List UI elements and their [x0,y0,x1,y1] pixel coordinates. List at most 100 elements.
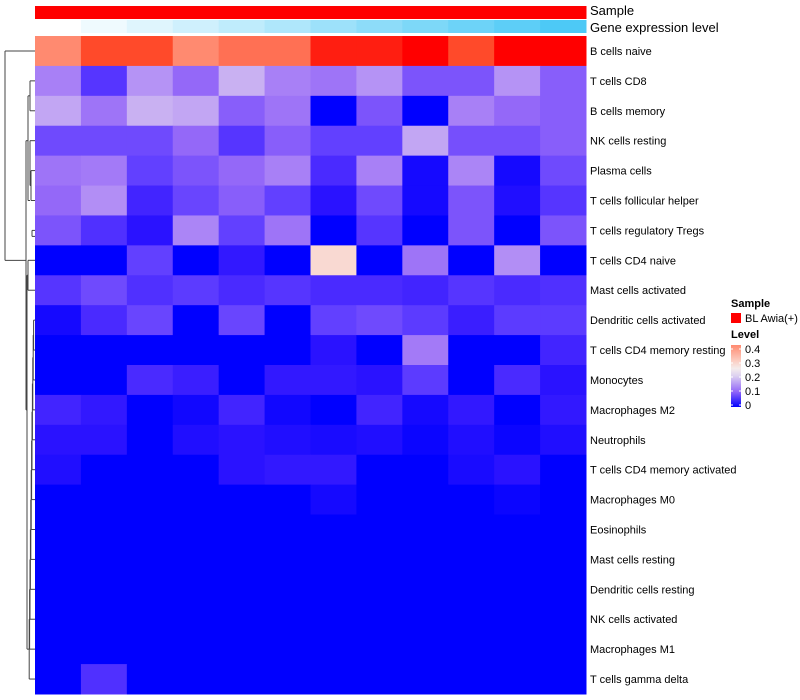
heatmap-cell [80,36,128,67]
heatmap-cell [494,125,541,157]
heatmap-cell [402,365,449,396]
heatmap-cell [218,155,266,187]
heatmap-cell [494,604,541,635]
heatmap-cell [356,95,403,127]
heatmap-cell [80,65,128,97]
heatmap-cell [402,36,449,67]
heatmap-cell [264,305,311,336]
row-label: Eosinophils [590,525,647,537]
heatmap-cell [402,544,449,575]
row-label: T cells CD4 naive [590,255,676,267]
heatmap-cell [356,305,403,336]
heatmap-cell [494,185,541,216]
heatmap-cell [448,36,495,67]
heatmap-cell [494,365,541,396]
heatmap-cell [310,335,357,366]
heatmap-cell [448,634,495,665]
sample-annotation-cell [540,6,587,19]
heatmap-cell [264,544,311,575]
heatmap-cell [264,454,311,486]
heatmap-cell [402,155,449,187]
heatmap-cell [80,454,128,486]
gene-expression-annotation-cell [402,20,449,33]
heatmap-cell [35,36,82,67]
heatmap-cell [172,424,220,456]
heatmap-cell [402,574,449,605]
row-label: NK cells resting [590,136,666,148]
heatmap-cell [448,335,495,366]
heatmap-cell [310,155,357,187]
heatmap-cell [356,215,403,246]
heatmap-cell [310,95,357,127]
heatmap-cell [172,544,220,575]
heatmap-cell [35,544,82,575]
heatmap-cell [218,275,266,306]
heatmap-cell [172,574,220,605]
heatmap-cell [448,155,495,187]
heatmap-cell [356,454,403,486]
heatmap-cell [35,125,82,157]
heatmap-cell [126,36,174,67]
heatmap-cell [310,245,357,276]
heatmap-cell [448,604,495,635]
heatmap-cell [448,185,495,216]
heatmap-cell [126,275,174,306]
heatmap-cell [218,424,266,456]
heatmap-cell [218,215,266,246]
heatmap-cell [356,634,403,665]
row-label: T cells CD8 [590,76,647,88]
heatmap-cell [264,394,311,426]
heatmap-cell [218,484,266,516]
legend-tick-label: 0.4 [745,344,760,356]
heatmap-cell [494,215,541,246]
heatmap-cell [310,544,357,575]
heatmap-cell [356,574,403,605]
row-label: Mast cells activated [590,285,686,297]
heatmap-cell [310,634,357,665]
gene-expression-annotation-cell [540,20,587,33]
heatmap-cell [310,36,357,67]
heatmap-cell [494,36,541,67]
heatmap-cell [356,36,403,67]
row-label: Macrophages M2 [590,405,675,417]
heatmap-cell [218,604,266,635]
row-label: Plasma cells [590,166,652,178]
gene-expression-annotation-cell [218,20,266,33]
heatmap-cell [35,454,82,486]
heatmap-cell [356,544,403,575]
heatmap-cell [402,394,449,426]
heatmap-cell [402,514,449,545]
heatmap-cell [218,305,266,336]
heatmap-cell [172,634,220,665]
heatmap-cell [172,454,220,486]
row-label: NK cells activated [590,614,677,626]
heatmap-cell [80,664,128,695]
heatmap-cell [540,215,587,246]
heatmap-cell [35,514,82,545]
heatmap-cell [356,394,403,426]
heatmap-cell [35,335,82,366]
heatmap-cell [126,245,174,276]
heatmap-cell [172,305,220,336]
heatmap-cell [35,185,82,216]
row-label: Neutrophils [590,435,646,447]
heatmap-cell [448,454,495,486]
heatmap-cell [402,604,449,635]
heatmap-cell [310,574,357,605]
heatmap-cell [264,185,311,216]
heatmap-cell [80,484,128,516]
annotation-label-gene-expression: Gene expression level [590,20,719,35]
heatmap-cell [540,394,587,426]
heatmap-cell [540,514,587,545]
heatmap-cell [494,424,541,456]
heatmap-cell [494,574,541,605]
gene-expression-annotation-cell [448,20,495,33]
heatmap-cell [264,95,311,127]
heatmap-cell [402,65,449,97]
heatmap-cell [402,245,449,276]
heatmap-cell [35,215,82,246]
heatmap-cell [448,215,495,246]
heatmap-cell [356,335,403,366]
heatmap-cell [218,514,266,545]
